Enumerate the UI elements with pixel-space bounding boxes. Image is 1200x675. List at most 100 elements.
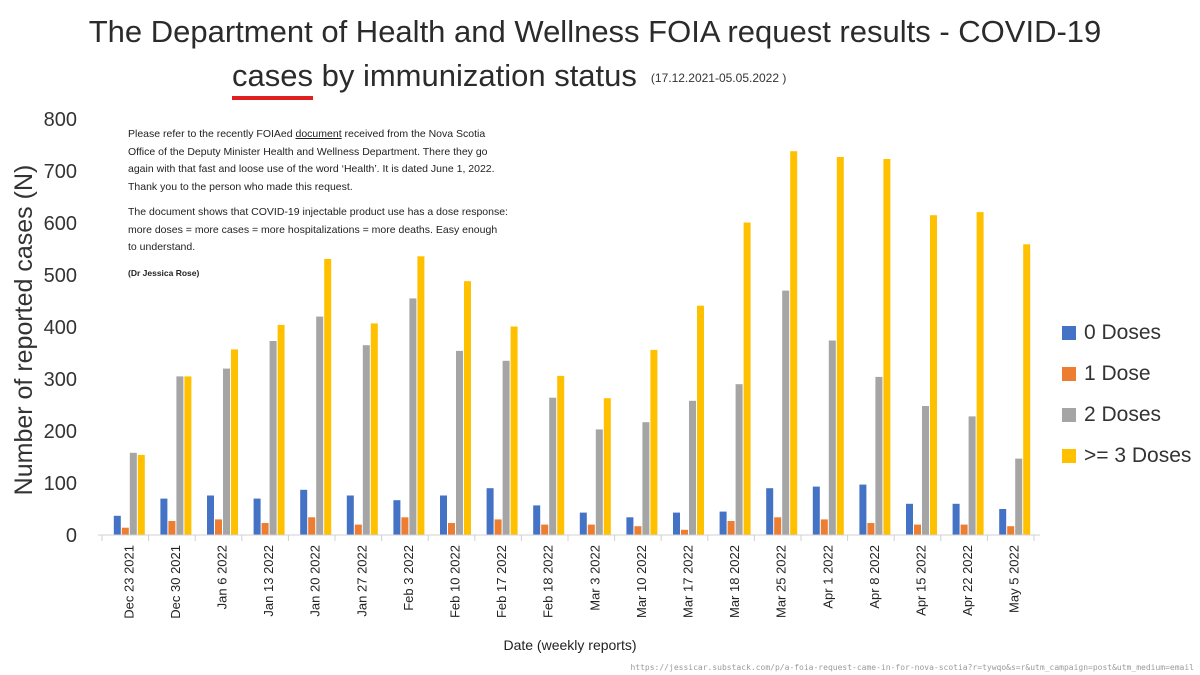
x-tick-label: Mar 25 2022	[774, 545, 789, 618]
x-tick-label: May 5 2022	[1007, 545, 1022, 613]
legend-label: >= 3 Doses	[1084, 443, 1192, 467]
x-tick-label: Jan 13 2022	[261, 545, 276, 617]
bar-2-doses	[875, 376, 883, 535]
bar-0-doses	[160, 498, 168, 535]
x-tick-label: Feb 18 2022	[541, 545, 556, 618]
bar-3-doses	[184, 376, 192, 535]
bar-3-doses	[650, 349, 658, 535]
bar-3-doses	[464, 281, 471, 535]
bar-2-doses	[362, 345, 370, 535]
bar-2-doses	[968, 416, 976, 535]
x-tick-label: Mar 18 2022	[727, 545, 742, 618]
legend-swatch	[1062, 366, 1076, 381]
bar-2-doses	[1015, 458, 1023, 535]
y-tick-label: 0	[66, 525, 77, 547]
x-tick-label: Jan 20 2022	[308, 545, 323, 617]
legend-item: 1 Dose	[1062, 353, 1191, 394]
y-tick-label: 600	[44, 213, 77, 235]
bar-0-doses	[766, 488, 774, 535]
bar-1-dose	[914, 524, 921, 535]
legend-label: 2 Doses	[1084, 402, 1162, 426]
x-tick-label: Dec 23 2021	[121, 545, 136, 619]
bar-2-doses	[176, 376, 184, 535]
document-link[interactable]: document	[295, 128, 342, 140]
date-range: (17.12.2021-05.05.2022 )	[650, 70, 787, 85]
bar-3-doses	[557, 375, 565, 535]
legend-swatch	[1062, 407, 1076, 422]
y-tick-label: 400	[44, 317, 77, 339]
note-paragraph-2: The document shows that COVID-19 injecta…	[128, 206, 508, 253]
bar-3-doses	[370, 323, 378, 535]
legend-swatch	[1062, 325, 1076, 340]
bar-1-dose	[448, 523, 455, 535]
bar-0-doses	[579, 512, 587, 535]
x-axis-ticks: Dec 23 2021 Dec 30 2021 Jan 6 2022 Jan 13 2…	[101, 535, 1035, 619]
bar-0-doses	[673, 512, 680, 535]
bar-0-doses	[812, 486, 820, 535]
bar-1-dose	[541, 524, 549, 535]
bar-1-dose	[820, 519, 828, 535]
bar-3-doses	[790, 151, 798, 535]
x-tick-label: Apr 22 2022	[960, 545, 975, 616]
x-tick-label: Feb 17 2022	[494, 545, 509, 618]
bar-2-doses	[828, 340, 836, 535]
x-axis-label: Date (weekly reports)	[503, 637, 636, 653]
bar-2-doses	[269, 341, 277, 535]
bar-2-doses	[409, 298, 417, 535]
x-tick-label: Mar 3 2022	[587, 545, 602, 611]
y-tick-label: 100	[44, 473, 77, 495]
bar-0-doses	[859, 484, 867, 535]
title-highlight-cases: cases	[232, 58, 313, 100]
x-tick-label: Feb 3 2022	[401, 545, 416, 611]
y-tick-label: 200	[44, 421, 77, 443]
bar-0-doses	[719, 511, 727, 535]
bar-2-doses	[129, 452, 137, 535]
x-tick-label: Apr 8 2022	[867, 545, 882, 609]
bar-3-doses	[1023, 244, 1031, 536]
bar-3-doses	[324, 258, 332, 535]
chart-title-line1: The Department of Health and Wellness FO…	[88, 14, 1102, 49]
x-tick-label: Feb 10 2022	[448, 545, 463, 618]
x-tick-label: Jan 27 2022	[354, 545, 369, 617]
x-tick-label: Apr 1 2022	[820, 545, 835, 609]
x-tick-label: Dec 30 2021	[168, 545, 183, 619]
legend-item: >= 3 Doses	[1062, 435, 1191, 476]
legend-item: 2 Doses	[1062, 394, 1191, 435]
chart-title-line2: cases by immunization status (17.12.2021-…	[232, 58, 787, 100]
bar-2-doses	[223, 368, 230, 535]
bar-2-doses	[922, 406, 929, 535]
bar-1-dose	[774, 517, 782, 535]
bar-1-dose	[867, 523, 875, 535]
bar-0-doses	[486, 488, 494, 535]
note-signature: (Dr Jessica Rose)	[128, 267, 200, 278]
legend-label: 0 Doses	[1084, 320, 1162, 344]
bar-1-dose	[401, 517, 409, 535]
source-url: https://jessicar.substack.com/p/a-foia-r…	[630, 663, 1194, 672]
y-tick-label: 800	[44, 109, 77, 131]
bar-0-doses	[300, 489, 308, 535]
bar-0-doses	[999, 509, 1007, 535]
bar-2-doses	[782, 290, 790, 535]
bar-0-doses	[113, 515, 121, 535]
bar-3-doses	[510, 326, 518, 535]
legend: 0 Doses 1 Dose 2 Doses >= 3 Doses	[1062, 312, 1191, 476]
bar-1-dose	[168, 521, 176, 535]
bar-2-doses	[689, 400, 696, 535]
bar-0-doses	[207, 495, 214, 535]
title-line2-rest: by immunization status	[312, 58, 637, 93]
legend-item: 0 Doses	[1062, 312, 1191, 353]
bar-3-doses	[277, 324, 285, 535]
bar-1-dose	[354, 524, 362, 535]
bar-1-dose	[308, 517, 316, 535]
y-axis-label: Number of reported cases (N)	[10, 165, 38, 496]
bar-3-doses	[930, 215, 937, 535]
bar-1-dose	[960, 524, 968, 535]
bar-1-dose	[587, 524, 595, 535]
bar-series	[113, 151, 1031, 536]
bar-2-doses	[595, 429, 603, 535]
bar-3-doses	[976, 212, 984, 535]
bar-3-doses	[883, 159, 891, 535]
bar-3-doses	[836, 157, 844, 535]
x-tick-label: Apr 15 2022	[914, 545, 929, 616]
